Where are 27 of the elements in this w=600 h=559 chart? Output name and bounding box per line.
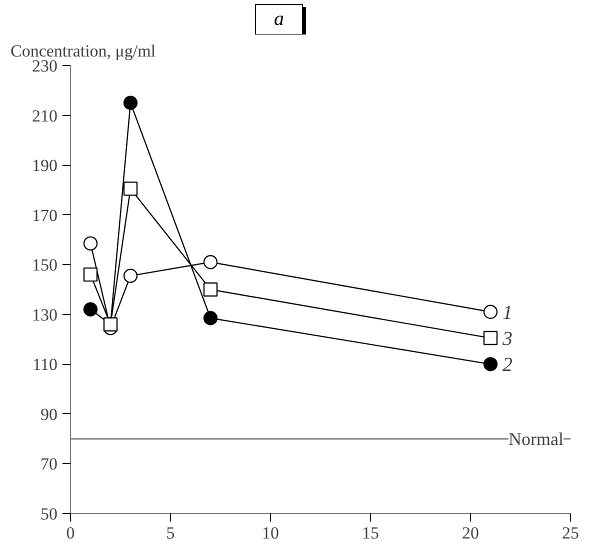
y-tick-label: 50 bbox=[40, 504, 58, 524]
y-tick-label: 90 bbox=[40, 404, 58, 424]
point bbox=[203, 282, 218, 297]
x-tick-label: 15 bbox=[362, 524, 379, 542]
point bbox=[123, 96, 138, 110]
ref-line-label: Normal bbox=[508, 428, 564, 449]
point bbox=[483, 357, 498, 372]
y-tick-label: 110 bbox=[32, 355, 58, 374]
series-label: 2 bbox=[502, 354, 512, 376]
y-tick-label: 70 bbox=[40, 454, 58, 474]
x-tick-label: 10 bbox=[262, 524, 279, 542]
point bbox=[203, 311, 218, 326]
y-tick-label: 170 bbox=[32, 206, 58, 225]
y-tick-label: 130 bbox=[32, 305, 58, 324]
y-tick-label: 190 bbox=[32, 156, 58, 176]
series-label: 3 bbox=[502, 328, 512, 350]
x-tick-label: 25 bbox=[562, 524, 579, 542]
x-tick-label: 20 bbox=[462, 524, 479, 542]
x-tick-label: 5 bbox=[166, 524, 175, 542]
point bbox=[123, 182, 138, 196]
x-tick-label: 0 bbox=[66, 524, 75, 542]
text: a bbox=[255, 4, 303, 35]
point bbox=[83, 302, 98, 316]
series-label: 1 bbox=[502, 302, 512, 324]
y-tick-label: 150 bbox=[32, 256, 58, 275]
y-tick-label: 210 bbox=[32, 106, 58, 126]
point bbox=[483, 330, 498, 346]
